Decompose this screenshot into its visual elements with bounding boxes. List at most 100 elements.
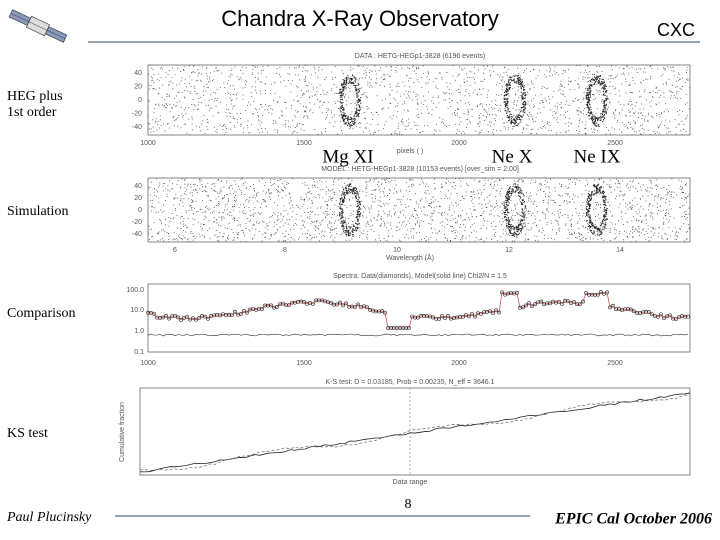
event-dot xyxy=(677,111,679,113)
event-dot xyxy=(505,232,507,234)
event-dot xyxy=(320,94,322,96)
event-dot xyxy=(311,74,313,76)
event-dot xyxy=(194,218,196,220)
event-dot xyxy=(546,208,548,210)
event-dot xyxy=(595,77,598,79)
event-dot xyxy=(495,84,497,86)
event-dot xyxy=(244,181,246,183)
event-dot xyxy=(351,124,353,127)
event-dot xyxy=(415,67,417,69)
event-dot xyxy=(541,88,543,90)
event-dot xyxy=(459,85,461,87)
event-dot xyxy=(356,210,358,212)
event-dot xyxy=(650,76,652,78)
event-dot xyxy=(650,226,652,228)
event-dot xyxy=(480,238,482,240)
event-dot xyxy=(597,239,599,241)
event-dot xyxy=(527,91,529,93)
event-dot xyxy=(507,101,509,104)
event-dot xyxy=(423,207,425,209)
event-dot xyxy=(525,233,527,235)
event-dot xyxy=(585,96,587,98)
event-dot xyxy=(245,83,247,85)
event-dot xyxy=(205,210,207,212)
event-dot xyxy=(614,227,616,229)
event-dot xyxy=(583,109,585,111)
event-dot xyxy=(471,198,473,200)
event-dot xyxy=(578,213,580,215)
event-dot xyxy=(357,88,359,90)
event-dot xyxy=(560,93,562,95)
event-dot xyxy=(385,66,387,68)
event-dot xyxy=(651,100,653,102)
event-dot xyxy=(685,201,687,203)
event-dot xyxy=(590,113,592,115)
event-dot xyxy=(278,190,280,192)
event-dot xyxy=(454,113,456,115)
event-dot xyxy=(527,211,529,213)
event-dot xyxy=(148,123,150,125)
event-dot xyxy=(484,68,486,70)
event-dot xyxy=(314,68,316,70)
event-dot xyxy=(255,212,257,214)
event-dot xyxy=(403,214,405,216)
event-dot xyxy=(606,89,608,92)
event-dot xyxy=(204,236,206,238)
event-dot xyxy=(600,207,602,209)
event-dot xyxy=(185,190,187,192)
event-dot xyxy=(590,117,592,120)
event-dot xyxy=(611,127,613,129)
event-dot xyxy=(347,121,349,123)
event-dot xyxy=(264,185,266,187)
event-dot xyxy=(367,84,369,86)
event-dot xyxy=(569,196,571,198)
event-dot xyxy=(570,225,572,227)
event-dot xyxy=(292,99,294,101)
event: EPIC Cal October 2006 xyxy=(554,511,712,528)
event-dot xyxy=(325,216,327,218)
event-dot xyxy=(609,93,611,95)
event-dot xyxy=(668,192,670,194)
event-dot xyxy=(188,198,190,200)
event-dot xyxy=(354,122,356,124)
event-dot xyxy=(668,184,670,186)
event-dot xyxy=(504,103,506,105)
event-dot xyxy=(686,72,688,74)
event-dot xyxy=(209,72,211,74)
event-dot xyxy=(636,72,638,74)
event-dot xyxy=(167,122,169,124)
event-dot xyxy=(568,69,570,71)
event-dot xyxy=(260,213,262,215)
event-dot xyxy=(584,76,586,78)
event-dot xyxy=(593,120,595,123)
event-dot xyxy=(302,220,304,222)
event-dot xyxy=(632,80,634,82)
event-dot xyxy=(365,182,367,184)
event-dot xyxy=(565,116,567,118)
event-dot xyxy=(230,185,232,187)
event-dot xyxy=(544,184,546,186)
event-dot xyxy=(383,192,385,194)
event-dot xyxy=(553,117,555,119)
event-dot xyxy=(406,224,408,226)
event-dot xyxy=(408,77,410,79)
event-dot xyxy=(303,93,305,95)
event-dot xyxy=(669,194,671,196)
event-dot xyxy=(554,187,556,189)
event-dot xyxy=(456,112,458,114)
event-dot xyxy=(282,216,284,218)
event-dot xyxy=(330,230,332,232)
event-dot xyxy=(550,68,552,70)
event-dot xyxy=(423,205,425,207)
event-dot xyxy=(520,84,522,86)
event-dot xyxy=(217,69,219,71)
event-dot xyxy=(640,82,642,84)
event-dot xyxy=(187,238,189,240)
event-dot xyxy=(304,79,306,81)
event-dot xyxy=(177,179,179,181)
event-dot xyxy=(439,222,441,224)
event-dot xyxy=(304,184,306,186)
event-dot xyxy=(664,68,666,70)
event-dot xyxy=(534,239,536,241)
event-dot xyxy=(679,78,681,80)
